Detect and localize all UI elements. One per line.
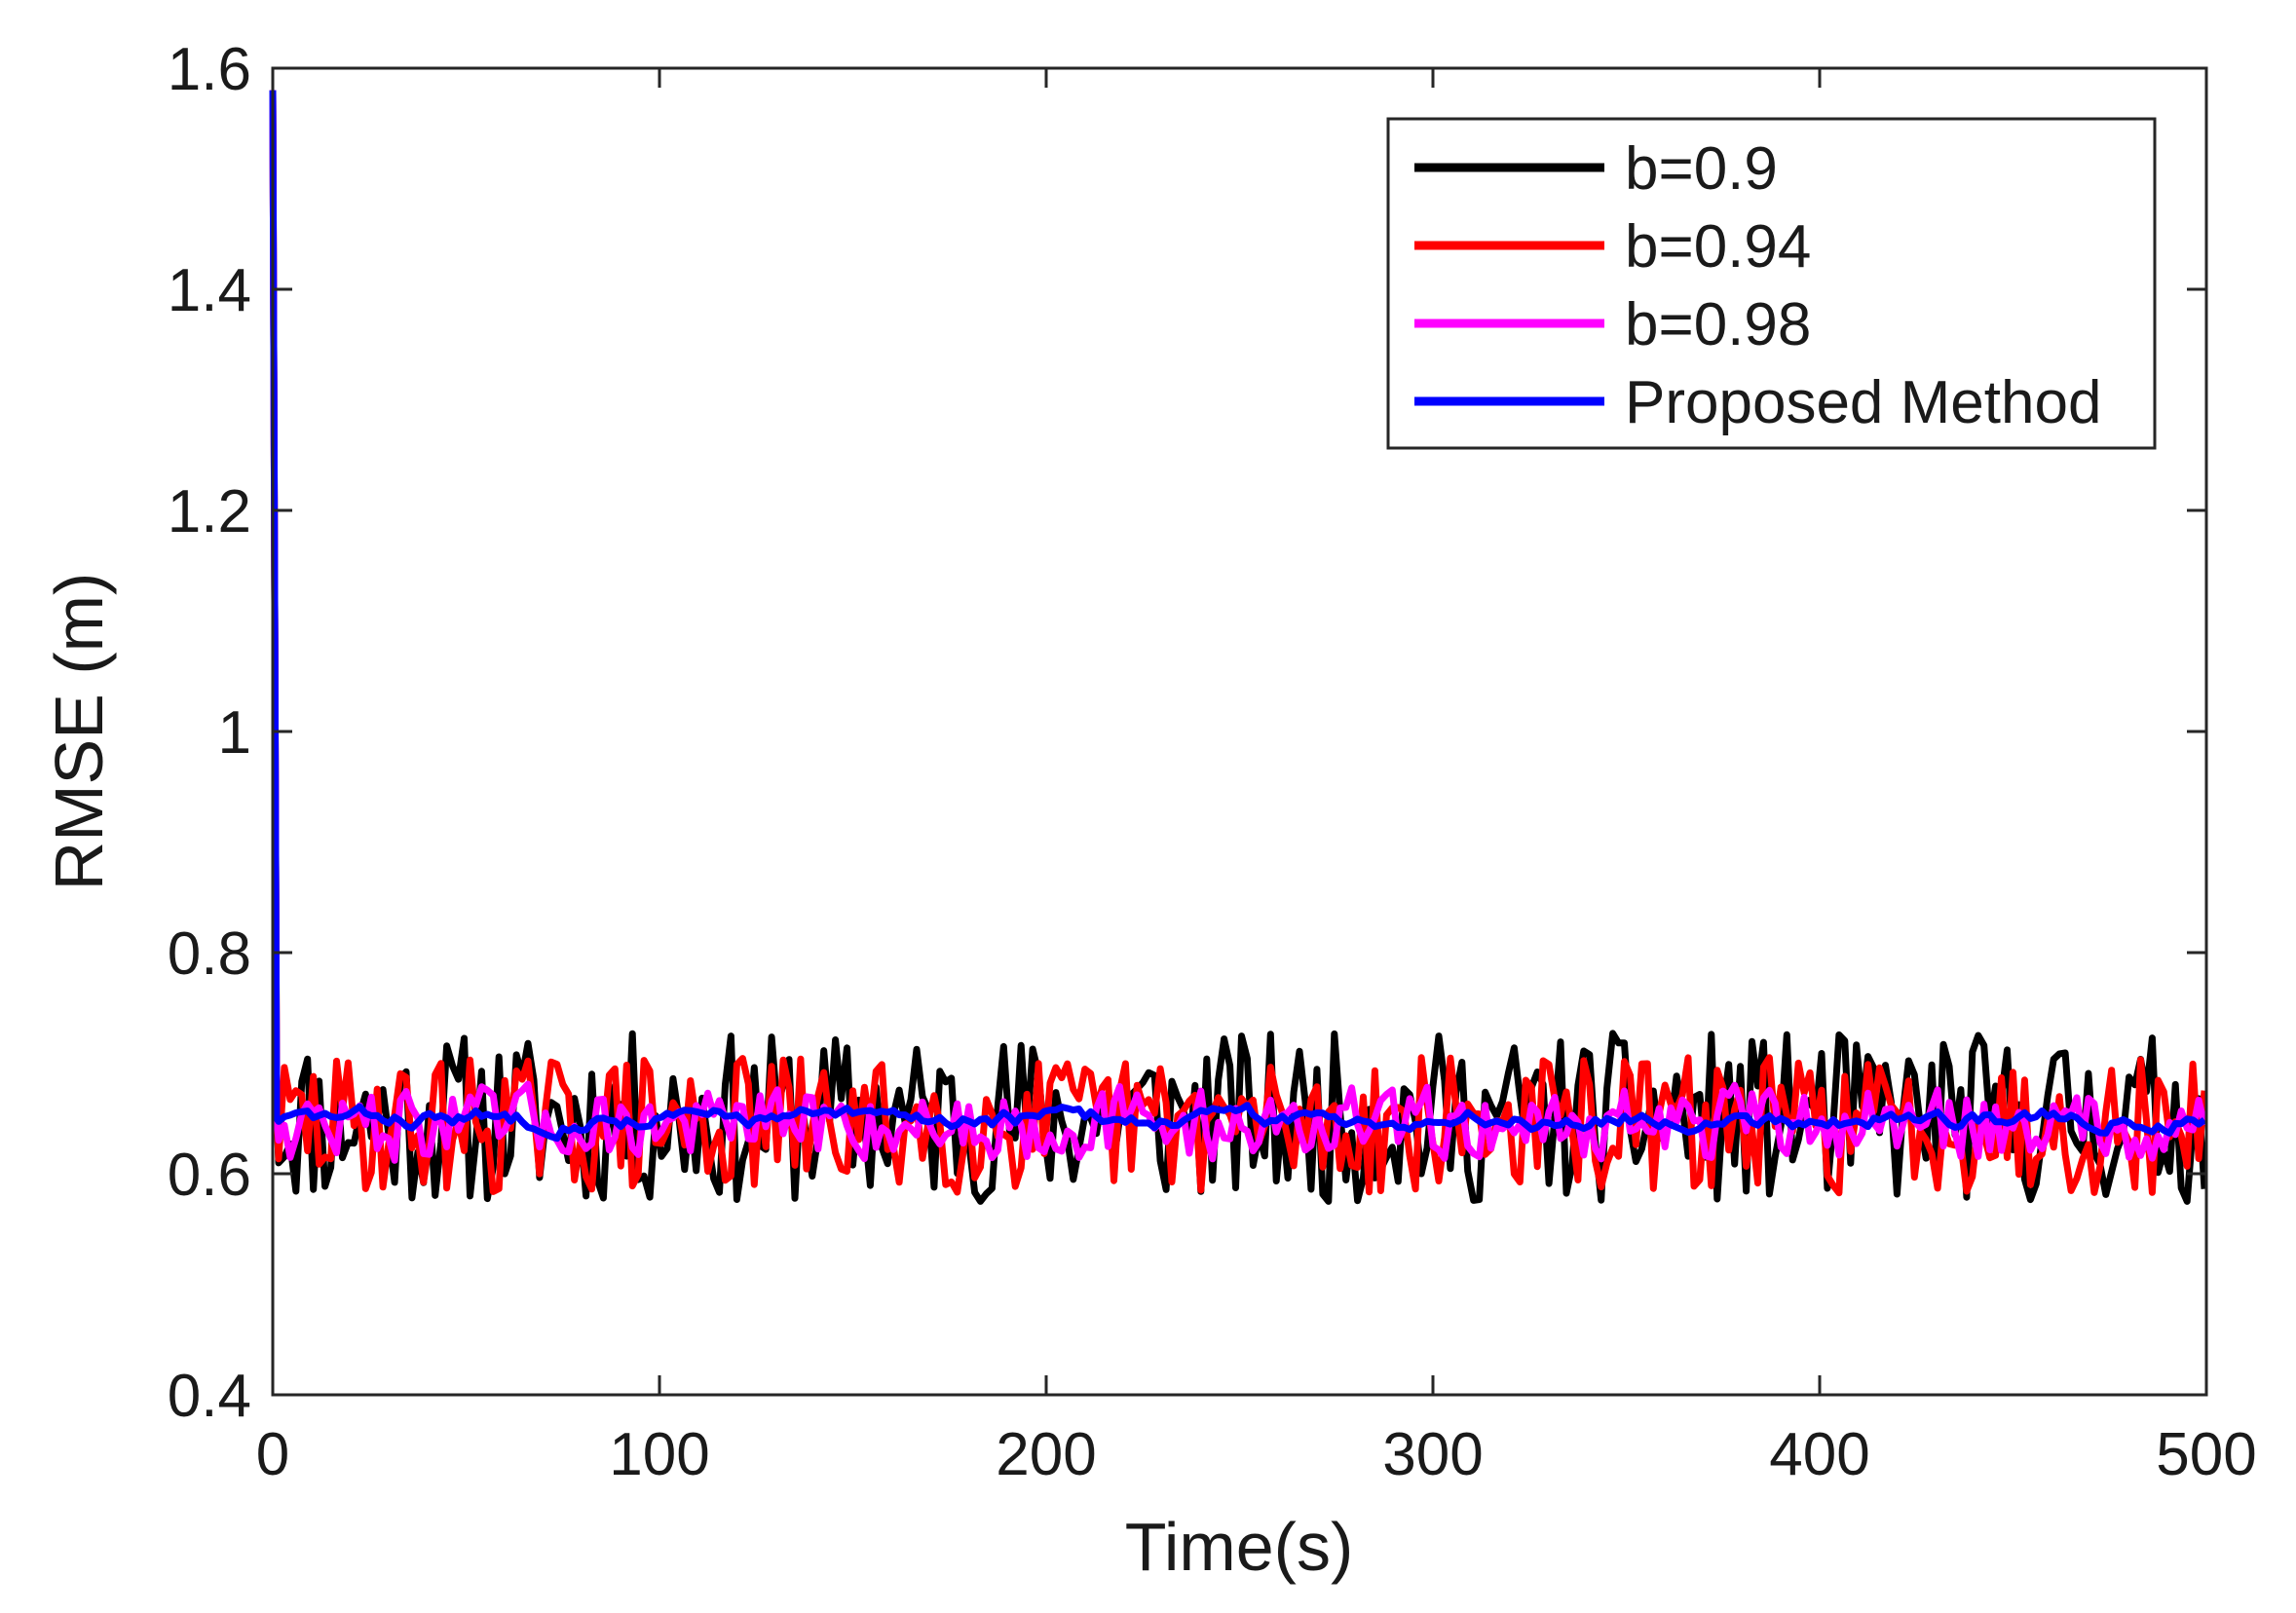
x-tick-label: 400 [1769, 1421, 1869, 1488]
x-tick-label: 300 [1382, 1421, 1483, 1488]
y-tick-label: 0.8 [168, 920, 251, 988]
x-axis-label: Time(s) [1125, 1509, 1354, 1585]
legend-items: b=0.9 b=0.94 b=0.98 Proposed Method [1414, 135, 2101, 436]
legend-label: b=0.94 [1625, 213, 1811, 281]
y-tick-label: 1.2 [168, 478, 251, 545]
y-tick-label: 1 [218, 699, 251, 767]
series-line-2 [269, 90, 2208, 1197]
x-tick-label: 0 [256, 1421, 289, 1488]
y-tick-label: 1.6 [168, 36, 251, 103]
y-tick-label: 1.4 [168, 257, 251, 324]
legend-label: b=0.9 [1625, 135, 1778, 203]
tick-layer: 0 100 200 300 400 500 0.4 0.6 0.8 1 1.2 1.4 1.6 [168, 36, 2257, 1488]
y-tick-label: 0.6 [168, 1142, 251, 1209]
y-tick-label: 0.4 [168, 1363, 251, 1430]
series-line-1 [269, 90, 2208, 1205]
series-layer [269, 90, 2208, 1205]
series-line-4 [269, 90, 2207, 1143]
legend: b=0.9 b=0.94 b=0.98 Proposed Method [1386, 117, 2157, 450]
legend-label: Proposed Method [1625, 369, 2101, 436]
y-axis-label: RMSE (m) [41, 573, 117, 891]
legend-label: b=0.98 [1625, 291, 1811, 358]
x-tick-label: 100 [609, 1421, 709, 1488]
legend-box [1386, 117, 2157, 450]
x-tick-label: 200 [996, 1421, 1096, 1488]
x-tick-label: 500 [2156, 1421, 2256, 1488]
